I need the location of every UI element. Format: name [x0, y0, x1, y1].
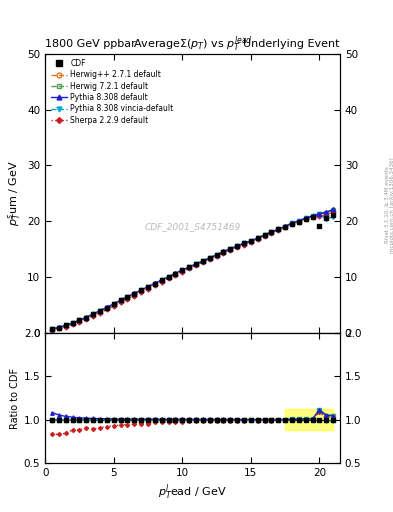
Text: 1800 GeV ppbar: 1800 GeV ppbar	[45, 38, 136, 49]
X-axis label: $p_T^{l}$ead / GeV: $p_T^{l}$ead / GeV	[158, 482, 227, 502]
Y-axis label: $p_T^s$um / GeV: $p_T^s$um / GeV	[6, 160, 23, 226]
Text: mcplots.cern.ch [arXiv:1306.3436]: mcplots.cern.ch [arXiv:1306.3436]	[390, 157, 393, 252]
Y-axis label: Ratio to CDF: Ratio to CDF	[9, 368, 20, 429]
Title: Average$\Sigma$($p_T$) vs $p_T^{lead}$: Average$\Sigma$($p_T$) vs $p_T^{lead}$	[133, 34, 252, 54]
Text: Underlying Event: Underlying Event	[243, 38, 340, 49]
Text: CDF_2001_S4751469: CDF_2001_S4751469	[145, 222, 241, 231]
Legend: CDF, Herwig++ 2.7.1 default, Herwig 7.2.1 default, Pythia 8.308 default, Pythia : CDF, Herwig++ 2.7.1 default, Herwig 7.2.…	[49, 57, 175, 126]
Text: Rivet 3.1.10, ≥ 3.4M events: Rivet 3.1.10, ≥ 3.4M events	[385, 166, 389, 243]
